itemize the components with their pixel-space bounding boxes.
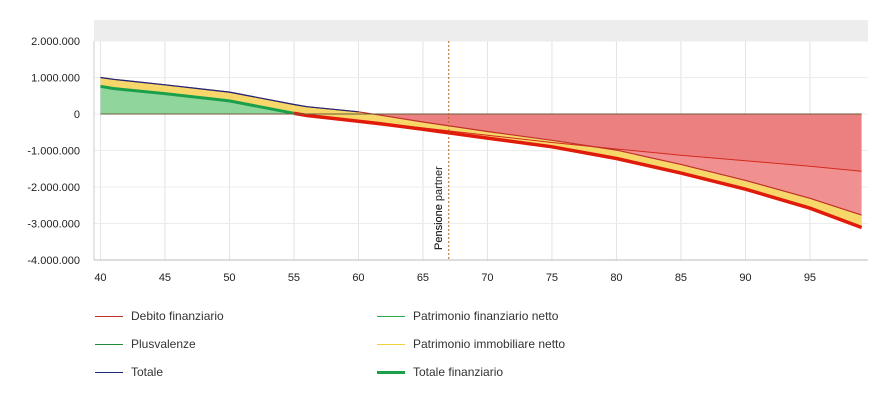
legend-label: Patrimonio finanziario netto — [413, 309, 559, 323]
x-tick-label: 75 — [546, 272, 558, 284]
marker-label: Pensione partner — [433, 166, 445, 250]
plot-top-band — [94, 20, 868, 41]
area-debito-top — [100, 114, 862, 172]
y-tick-label: -3.000.000 — [27, 219, 80, 231]
x-tick-label: 55 — [288, 272, 300, 284]
legend-item-totale-finanziario[interactable]: Totale finanziario — [377, 365, 503, 379]
legend-item-patrimonio-immobiliare-netto[interactable]: Patrimonio immobiliare netto — [377, 337, 565, 351]
x-tick-label: 60 — [352, 272, 364, 284]
legend-swatch — [377, 370, 405, 374]
legend-swatch — [377, 315, 405, 317]
y-tick-label: 2.000.000 — [31, 36, 80, 48]
x-tick-label: 95 — [804, 272, 816, 284]
legend-item-plusvalenze[interactable]: Plusvalenze — [95, 337, 196, 351]
line-totale-positive — [100, 76, 359, 113]
x-tick-label: 40 — [94, 272, 106, 284]
legend-swatch — [95, 343, 123, 345]
y-tick-label: -2.000.000 — [27, 182, 80, 194]
legend-label: Totale — [131, 365, 164, 379]
x-tick-label: 50 — [223, 272, 235, 284]
line-totale-finanziario — [293, 111, 863, 230]
legend-item-debito-finanziario[interactable]: Debito finanziario — [95, 309, 224, 323]
legend-swatch — [95, 371, 123, 373]
legend-swatch — [377, 343, 405, 345]
legend-label: Totale finanziario — [413, 365, 504, 379]
y-tick-label: -1.000.000 — [27, 146, 80, 158]
legend-label: Debito finanziario — [131, 309, 224, 323]
y-tick-label: -4.000.000 — [27, 255, 80, 267]
legend-item-totale[interactable]: Totale — [95, 365, 163, 379]
x-tick-label: 45 — [159, 272, 171, 284]
x-tick-label: 70 — [481, 272, 493, 284]
y-tick-label: 1.000.000 — [31, 73, 80, 85]
legend-label: Plusvalenze — [131, 337, 196, 351]
area-patrimonio-immobiliare — [100, 77, 862, 228]
line-totale-finanziario-positive — [100, 84, 295, 115]
legend-swatch — [95, 315, 123, 317]
x-tick-label: 80 — [610, 272, 622, 284]
x-tick-label: 65 — [417, 272, 429, 284]
x-tick-label: 85 — [675, 272, 687, 284]
y-tick-label: 0 — [74, 109, 80, 121]
marker-label: Pensione — [433, 204, 445, 250]
legend-label: Patrimonio immobiliare netto — [413, 337, 566, 351]
legend-item-patrimonio-finanziario-netto[interactable]: Patrimonio finanziario netto — [377, 309, 558, 323]
x-tick-label: 90 — [739, 272, 751, 284]
